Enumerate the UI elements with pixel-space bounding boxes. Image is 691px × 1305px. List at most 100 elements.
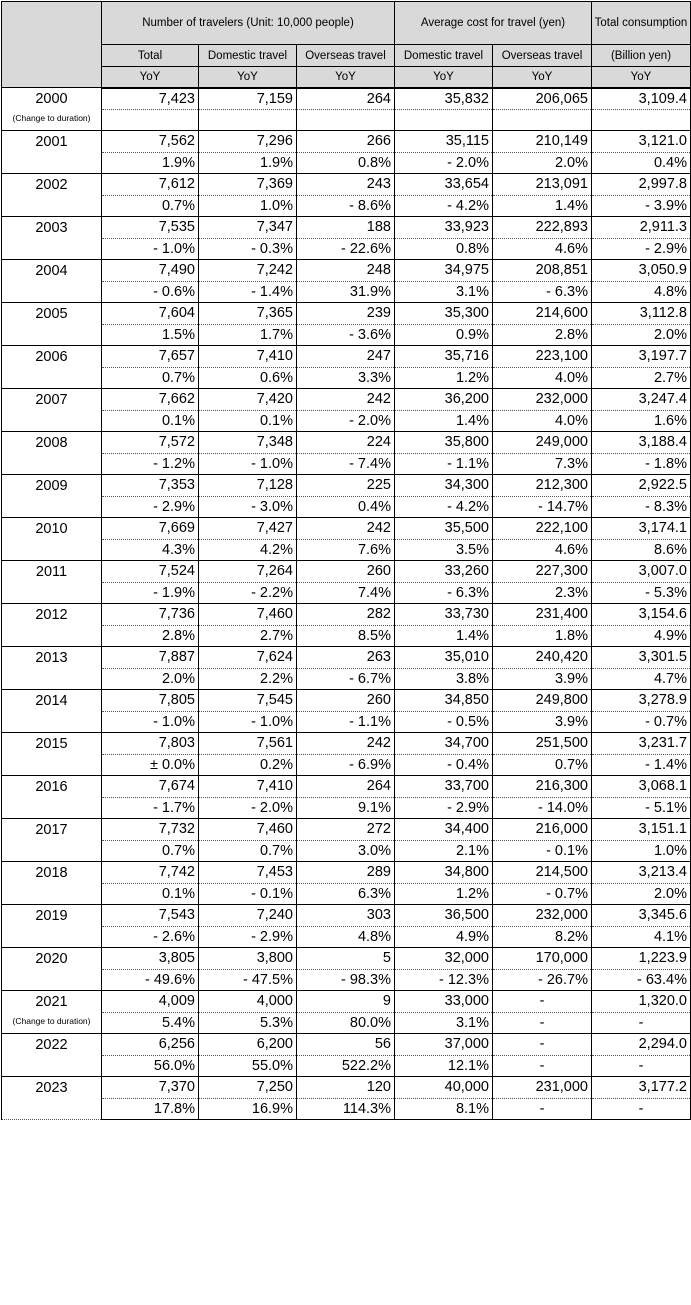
yoy-cell: 2.0% <box>492 152 592 174</box>
yoy-cell: 7.3% <box>492 453 592 475</box>
yoy-cell: - 2.2% <box>198 582 297 604</box>
yoy-cell: 1.9% <box>198 152 297 174</box>
yoy-cell: 1.7% <box>198 324 297 346</box>
yoy-cell: 3.8% <box>394 668 493 690</box>
value-cell: 7,420 <box>198 388 297 411</box>
year-cell: 2002 <box>1 173 102 217</box>
value-cell: 7,561 <box>198 732 297 755</box>
yoy-cell: 16.9% <box>198 1098 297 1120</box>
yoy-cell: 522.2% <box>296 1055 395 1077</box>
value-cell: 33,260 <box>394 560 493 583</box>
yoy-cell: 2.0% <box>101 668 199 690</box>
value-cell: 231,000 <box>492 1076 592 1099</box>
year-cell: 2020 <box>1 947 102 991</box>
value-cell: 33,700 <box>394 775 493 798</box>
value-cell: 2,997.8 <box>591 173 691 196</box>
year-cell: 2004 <box>1 259 102 303</box>
yoy-cell: - 14.0% <box>492 797 592 819</box>
value-cell: 7,805 <box>101 689 199 712</box>
yoy-cell: - <box>591 1098 691 1120</box>
value-cell: 3,112.8 <box>591 302 691 325</box>
year-cell: 2006 <box>1 345 102 389</box>
yoy-cell: - 49.6% <box>101 969 199 991</box>
yoy-cell: 31.9% <box>296 281 395 303</box>
value-cell: 260 <box>296 560 395 583</box>
yoy-cell: - 2.9% <box>198 926 297 948</box>
yoy-cell: - 0.1% <box>198 883 297 905</box>
table-body: 2000 (Change to duration) 7,423 7,159 264 35,… <box>1 87 691 1120</box>
yoy-cell: - 63.4% <box>591 969 691 991</box>
table-row-yoy: - 1.2% - 1.0% - 7.4% - 1.1% 7.3% - 1.8% <box>2 453 691 475</box>
year-label: 2005 <box>35 306 68 322</box>
yoy-cell: - 1.1% <box>394 453 493 475</box>
table-row: 2023 7,370 7,250 120 40,000 231,000 3,177.2 <box>1 1076 691 1120</box>
value-cell: 248 <box>296 259 395 282</box>
yoy-cell: 0.1% <box>198 410 297 432</box>
value-cell: 3,247.4 <box>591 388 691 411</box>
value-cell: 7,524 <box>101 560 199 583</box>
yoy-cell <box>101 109 199 131</box>
value-cell: 3,177.2 <box>591 1076 691 1099</box>
year-cell: 2015 <box>1 732 102 776</box>
yoy-cell: 4.3% <box>101 539 199 561</box>
yoy-cell: - 8.3% <box>591 496 691 518</box>
table-row: 2009 7,353 7,128 225 34,300 212,300 2,922.5 <box>1 474 691 518</box>
yoy-cell: - 0.1% <box>492 840 592 862</box>
yoy-cell: 4.6% <box>492 539 592 561</box>
yoy-cell <box>394 109 493 131</box>
value-cell: 224 <box>296 431 395 454</box>
value-cell: 7,128 <box>198 474 297 497</box>
year-cell: 2018 <box>1 861 102 905</box>
value-cell: 2,294.0 <box>591 1033 691 1056</box>
year-note: (Change to duration) <box>12 1016 91 1026</box>
table-row-yoy: 0.7% 0.6% 3.3% 1.2% 4.0% 2.7% <box>2 367 691 389</box>
value-cell: 239 <box>296 302 395 325</box>
value-cell: 225 <box>296 474 395 497</box>
yoy-cell: 4.8% <box>296 926 395 948</box>
value-cell: 4,000 <box>198 990 297 1013</box>
value-cell: - <box>492 1033 592 1056</box>
year-label: 2020 <box>35 951 68 967</box>
yoy-cell: 7.4% <box>296 582 395 604</box>
year-label: 2001 <box>35 134 68 150</box>
year-cell: 2021 (Change to duration) <box>1 990 102 1034</box>
year-label: 2007 <box>35 392 68 408</box>
yoy-cell: - <box>492 1055 592 1077</box>
sub-header-overseas: Overseas travel <box>296 44 395 67</box>
value-cell: 35,716 <box>394 345 493 368</box>
yoy-cell: 4.9% <box>394 926 493 948</box>
value-cell: 40,000 <box>394 1076 493 1099</box>
year-cell: 2011 <box>1 560 102 604</box>
value-cell: 231,400 <box>492 603 592 626</box>
value-cell: 6,200 <box>198 1033 297 1056</box>
value-cell: 213,091 <box>492 173 592 196</box>
value-cell: 7,742 <box>101 861 199 884</box>
yoy-cell: 1.8% <box>492 625 592 647</box>
value-cell: 33,000 <box>394 990 493 1013</box>
value-cell: 7,347 <box>198 216 297 239</box>
yoy-header: YoY <box>394 66 493 89</box>
value-cell: 5 <box>296 947 395 970</box>
yoy-cell <box>591 109 691 131</box>
value-cell: 3,197.7 <box>591 345 691 368</box>
value-cell: 7,348 <box>198 431 297 454</box>
yoy-cell: 0.7% <box>198 840 297 862</box>
value-cell: 7,887 <box>101 646 199 669</box>
table-row-yoy: 0.1% 0.1% - 2.0% 1.4% 4.0% 1.6% <box>2 410 691 432</box>
year-note: (Change to duration) <box>12 113 91 123</box>
yoy-cell: 3.5% <box>394 539 493 561</box>
table-row: 2005 7,604 7,365 239 35,300 214,600 3,112.8 <box>1 302 691 346</box>
value-cell: 34,300 <box>394 474 493 497</box>
value-cell: 7,460 <box>198 603 297 626</box>
value-cell: 34,700 <box>394 732 493 755</box>
value-cell: - <box>492 990 592 1013</box>
yoy-cell: - 6.7% <box>296 668 395 690</box>
year-cell: 2014 <box>1 689 102 733</box>
table-row: 2004 7,490 7,242 248 34,975 208,851 3,050.9 <box>1 259 691 303</box>
value-cell: 7,242 <box>198 259 297 282</box>
table-row: 2013 7,887 7,624 263 35,010 240,420 3,301.5 <box>1 646 691 690</box>
yoy-cell: 3.9% <box>492 668 592 690</box>
yoy-cell: - 5.1% <box>591 797 691 819</box>
value-cell: 7,423 <box>101 87 199 110</box>
yoy-cell: - 2.9% <box>101 496 199 518</box>
